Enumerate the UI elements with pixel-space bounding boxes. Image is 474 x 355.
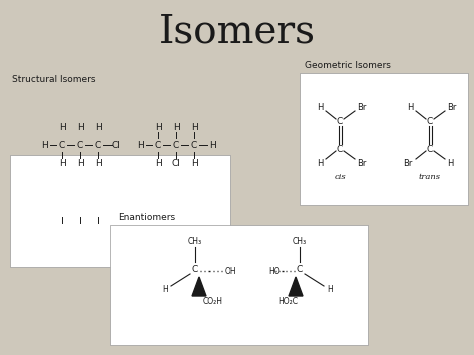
Text: H: H [209, 141, 215, 149]
FancyBboxPatch shape [110, 225, 368, 345]
Text: H: H [95, 158, 101, 168]
Text: Br: Br [403, 158, 413, 168]
Text: cis: cis [334, 173, 346, 181]
Text: C: C [427, 116, 433, 126]
Text: Br: Br [447, 103, 456, 111]
Text: C: C [173, 141, 179, 149]
Text: H: H [191, 158, 197, 168]
Text: H: H [317, 158, 323, 168]
Text: H: H [155, 158, 161, 168]
Text: C: C [297, 266, 303, 274]
Text: trans: trans [419, 173, 441, 181]
Text: HO₂C: HO₂C [278, 297, 298, 306]
Text: C: C [95, 141, 101, 149]
Text: Br: Br [357, 158, 367, 168]
Text: C: C [191, 141, 197, 149]
Text: Geometric Isomers: Geometric Isomers [305, 60, 391, 70]
Text: C: C [77, 141, 83, 149]
Text: C: C [427, 144, 433, 153]
Text: H: H [155, 122, 161, 131]
Text: H: H [162, 285, 168, 295]
Text: CH₃: CH₃ [293, 237, 307, 246]
Text: Structural Isomers: Structural Isomers [12, 76, 95, 84]
Text: Br: Br [357, 103, 367, 111]
Text: H: H [191, 122, 197, 131]
Text: OH: OH [225, 268, 237, 277]
Text: C: C [59, 141, 65, 149]
Text: C: C [337, 116, 343, 126]
Text: H: H [77, 122, 83, 131]
Text: Cl: Cl [172, 158, 181, 168]
FancyBboxPatch shape [300, 73, 468, 205]
Text: H: H [447, 158, 453, 168]
Text: H: H [327, 285, 333, 295]
Text: H: H [41, 141, 47, 149]
Text: C: C [155, 141, 161, 149]
Text: C: C [192, 266, 198, 274]
Text: HO: HO [268, 268, 280, 277]
Text: CO₂H: CO₂H [203, 297, 223, 306]
Polygon shape [289, 277, 303, 296]
Text: H: H [77, 158, 83, 168]
Text: H: H [59, 122, 65, 131]
Text: Isomers: Isomers [158, 13, 316, 50]
Text: H: H [317, 103, 323, 111]
FancyBboxPatch shape [10, 155, 230, 267]
Text: H: H [173, 122, 179, 131]
Text: H: H [59, 158, 65, 168]
Text: H: H [95, 122, 101, 131]
Text: H: H [407, 103, 413, 111]
Polygon shape [192, 277, 206, 296]
Text: Cl: Cl [111, 141, 120, 149]
Text: Enantiomers: Enantiomers [118, 213, 175, 223]
Text: H: H [137, 141, 143, 149]
Text: C: C [337, 144, 343, 153]
Text: CH₃: CH₃ [188, 237, 202, 246]
